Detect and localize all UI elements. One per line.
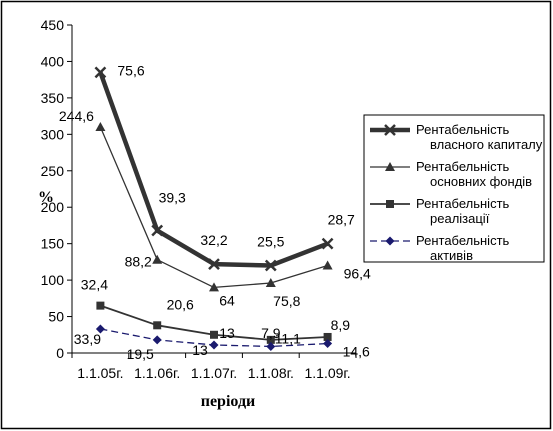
y-tick-label: 350	[41, 90, 65, 106]
data-point-marker	[321, 237, 334, 250]
data-point-marker	[151, 224, 164, 237]
x-tick-label: 1.1.05г.	[77, 365, 123, 381]
data-point-marker	[208, 258, 220, 270]
legend-label: основних фондів	[430, 174, 532, 189]
data-label: 19,5	[127, 346, 154, 362]
y-tick-label: 150	[41, 236, 65, 252]
data-point-marker	[322, 260, 333, 270]
data-label: 8,9	[331, 317, 351, 333]
y-tick-label: 0	[56, 345, 64, 361]
data-point-marker	[94, 66, 107, 79]
data-label: 39,3	[159, 190, 186, 206]
data-point-marker	[152, 335, 162, 345]
data-point-marker	[209, 282, 219, 292]
data-label: 25,5	[257, 234, 284, 250]
legend-label: активів	[430, 248, 473, 263]
legend-label: Рентабельність	[416, 196, 510, 211]
data-label: 28,7	[328, 212, 355, 228]
data-label: 13	[192, 342, 208, 358]
data-point-marker	[266, 335, 275, 344]
data-point-marker	[153, 321, 162, 330]
data-label: 32,2	[200, 232, 227, 248]
data-point-marker	[209, 340, 219, 350]
data-label: 96,4	[344, 266, 371, 282]
x-axis-label: періоди	[201, 393, 256, 410]
data-label: 11,1	[275, 330, 301, 346]
legend-marker	[385, 236, 395, 246]
axes: 0 50 100 150 200 250 300 350 400 450 1.1.05г. 1.1.0…	[41, 17, 357, 381]
data-point-marker	[265, 278, 276, 288]
y-tick-label: 200	[41, 199, 65, 215]
x-tick-label: 1.1.07г.	[191, 365, 237, 381]
y-tick-label: 250	[41, 163, 65, 179]
legend-label: Рентабельність	[416, 159, 510, 174]
data-point-marker	[96, 301, 105, 310]
y-tick-label: 50	[48, 309, 64, 325]
data-label: 64	[219, 292, 235, 308]
data-label: 75,6	[117, 62, 144, 78]
y-tick-label: 450	[41, 17, 65, 33]
data-point-marker	[95, 122, 106, 132]
y-tick-label: 300	[41, 126, 65, 142]
y-tick-label: 100	[41, 272, 65, 288]
data-labels-layer: 75,6 39,3 32,2 25,5 28,7 244,6 88,2 64 75,8 96,4 3…	[59, 62, 371, 362]
legend-marker	[385, 162, 395, 171]
x-tick-label: 1.1.08г.	[248, 365, 294, 381]
legend-label: реалізації	[430, 211, 490, 226]
legend-marker	[386, 200, 394, 208]
legend-label: Рентабельність	[416, 122, 510, 137]
data-point-marker	[323, 339, 333, 349]
y-axis-label: %	[38, 189, 54, 206]
data-label: 75,8	[273, 293, 300, 309]
data-point-marker	[95, 324, 105, 334]
data-label: 20,6	[167, 296, 194, 312]
legend-label: Рентабельність	[416, 233, 510, 248]
data-label: 33,9	[74, 331, 101, 347]
data-point-marker	[264, 259, 277, 272]
data-label: 244,6	[59, 108, 94, 124]
data-point-marker	[152, 254, 163, 264]
x-tick-label: 1.1.06г.	[134, 365, 180, 381]
data-label: 32,4	[81, 277, 108, 293]
data-point-marker	[266, 341, 276, 351]
y-tick-label: 400	[41, 53, 65, 69]
data-label: 14,6	[343, 344, 370, 360]
data-label: 88,2	[125, 254, 152, 270]
x-tick-label: 1.1.09г.	[304, 365, 350, 381]
series-layer	[94, 66, 334, 351]
data-label: 7,9	[261, 325, 281, 341]
data-label: 13	[219, 325, 235, 341]
legend-label: власного капиталу	[430, 137, 543, 152]
data-point-marker	[323, 332, 332, 341]
legend-box	[363, 114, 545, 263]
data-point-marker	[210, 330, 218, 339]
legend-marker	[384, 124, 396, 136]
